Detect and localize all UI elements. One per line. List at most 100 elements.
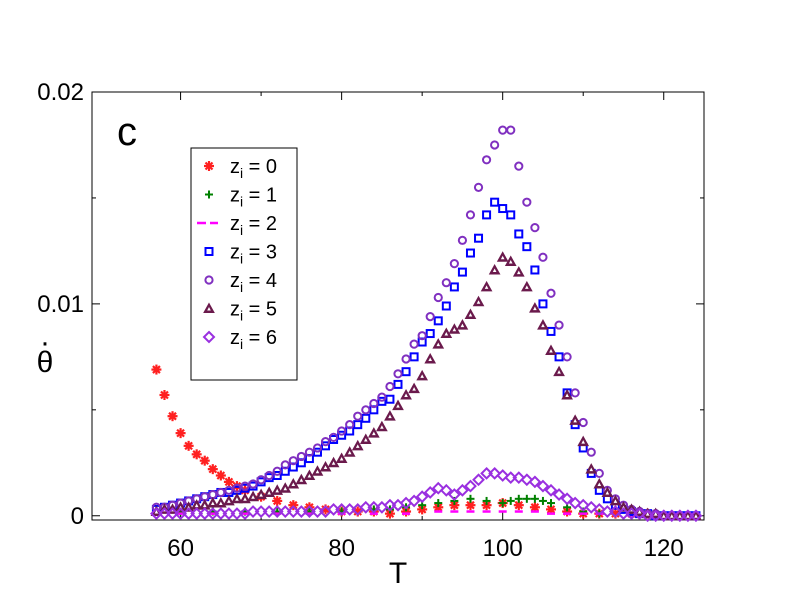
- legend-label-rest: = 2: [243, 213, 277, 235]
- data-point: [303, 469, 316, 481]
- data-point: [633, 507, 646, 521]
- data-point: [280, 460, 290, 470]
- data-point: [256, 475, 266, 485]
- data-point: [522, 242, 532, 252]
- legend-label-rest: = 3: [243, 242, 277, 264]
- legend-label-base: z: [230, 270, 240, 292]
- data-point: [214, 497, 227, 508]
- data-point: [546, 326, 556, 336]
- data-point: [159, 389, 170, 400]
- data-point: [522, 197, 532, 207]
- data-point: [393, 369, 403, 379]
- data-point: [407, 494, 421, 508]
- data-point: [376, 420, 388, 432]
- data-point: [432, 338, 445, 349]
- data-point: [224, 485, 234, 495]
- legend-label-base: z: [230, 299, 240, 321]
- data-point: [408, 382, 420, 394]
- data-point: [473, 182, 484, 192]
- data-point: [183, 440, 194, 451]
- legend-label-rest: = 1: [243, 185, 277, 207]
- series-z6: [150, 466, 703, 523]
- data-point: [361, 405, 371, 415]
- data-point: [481, 500, 492, 511]
- data-point: [207, 464, 218, 475]
- data-point: [530, 265, 540, 275]
- data-point: [199, 455, 210, 466]
- data-point: [586, 447, 596, 457]
- data-point: [369, 398, 379, 409]
- data-point: [456, 483, 469, 497]
- data-point: [223, 476, 234, 487]
- data-point: [312, 443, 323, 453]
- data-point: [448, 323, 461, 334]
- legend-marker: [204, 161, 214, 171]
- data-point: [498, 204, 508, 214]
- data-point: [472, 473, 485, 487]
- legend-marker: [203, 302, 215, 313]
- legend-label: zi = 2: [230, 213, 277, 238]
- data-point: [321, 441, 331, 451]
- data-point: [577, 435, 590, 447]
- y-tick-label: 0.01: [37, 291, 84, 318]
- data-point: [167, 411, 178, 422]
- data-point: [554, 352, 564, 362]
- data-point: [272, 495, 283, 506]
- data-point: [689, 509, 703, 523]
- data-point: [279, 482, 292, 493]
- plot-frame: [91, 91, 705, 521]
- data-point: [424, 352, 437, 364]
- data-point: [576, 498, 590, 512]
- data-point: [457, 235, 468, 245]
- data-point: [393, 379, 403, 389]
- data-point: [465, 500, 476, 511]
- data-point: [490, 197, 500, 207]
- data-point: [248, 479, 258, 489]
- data-point: [343, 446, 356, 457]
- data-point: [562, 352, 572, 362]
- data-point: [504, 255, 517, 267]
- legend-label: zi = 0: [230, 156, 277, 181]
- data-point: [593, 477, 606, 489]
- y-axis: 0 0.01 0.02: [37, 79, 704, 530]
- data-point: [465, 248, 475, 258]
- data-point: [439, 483, 453, 497]
- legend-label-rest: = 6: [243, 327, 277, 349]
- data-point: [512, 266, 525, 277]
- data-point: [431, 481, 445, 495]
- data-point: [601, 486, 614, 497]
- data-point: [353, 420, 363, 430]
- data-point: [441, 301, 451, 311]
- data-point: [440, 327, 453, 339]
- legend-label: zi = 6: [230, 327, 277, 352]
- data-point: [400, 388, 412, 400]
- data-point: [191, 449, 202, 460]
- data-point: [335, 452, 348, 464]
- data-point: [255, 488, 267, 500]
- data-point: [377, 396, 387, 406]
- data-point: [457, 267, 467, 277]
- data-point: [401, 354, 411, 364]
- data-point: [514, 229, 524, 239]
- data-point: [481, 155, 492, 165]
- plot-area: [150, 125, 703, 523]
- data-point: [425, 329, 435, 339]
- data-point: [361, 413, 371, 423]
- data-point: [560, 492, 574, 506]
- data-point: [522, 494, 531, 503]
- data-point: [528, 475, 542, 489]
- series-z5: [150, 251, 702, 521]
- data-point: [490, 140, 500, 150]
- data-point: [464, 308, 477, 319]
- data-point: [295, 473, 308, 485]
- data-point: [263, 486, 276, 497]
- data-point: [416, 369, 429, 381]
- data-point: [529, 302, 541, 313]
- data-point: [530, 223, 540, 233]
- legend-label-base: z: [230, 185, 240, 207]
- data-point: [456, 319, 469, 330]
- data-point: [423, 486, 437, 499]
- legend-marker: [204, 247, 214, 256]
- data-point: [384, 410, 396, 421]
- x-axis-title: T: [389, 557, 407, 590]
